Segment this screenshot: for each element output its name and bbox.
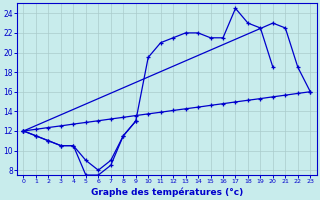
X-axis label: Graphe des températures (°c): Graphe des températures (°c)	[91, 187, 243, 197]
